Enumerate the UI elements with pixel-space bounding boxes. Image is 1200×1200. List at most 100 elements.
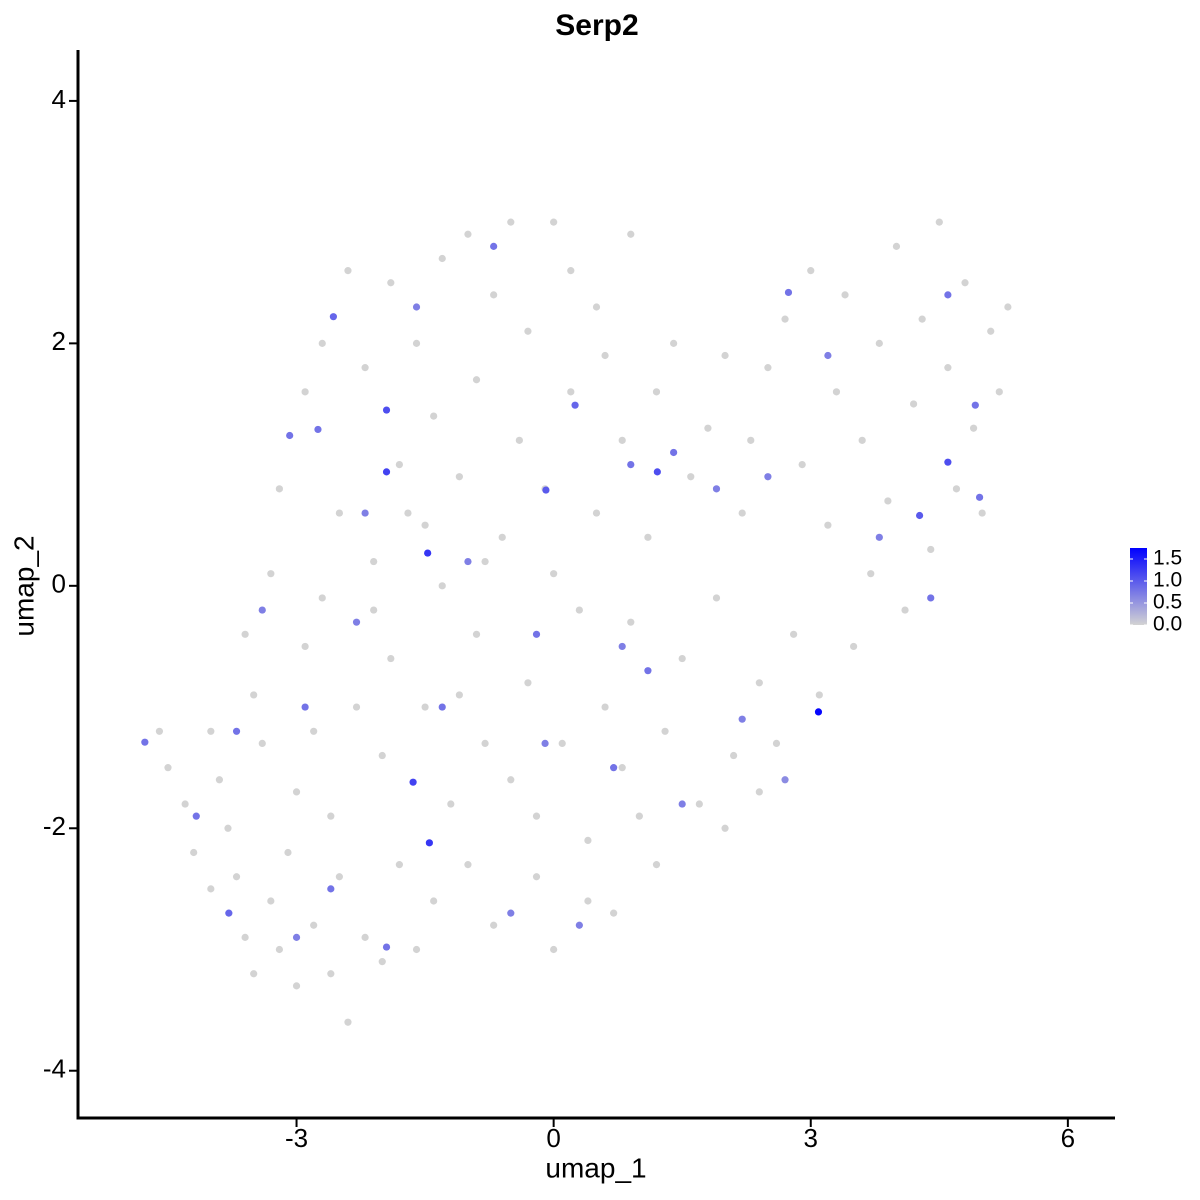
point bbox=[987, 327, 995, 335]
point bbox=[618, 642, 626, 651]
point bbox=[652, 388, 661, 396]
point bbox=[464, 230, 472, 238]
point bbox=[310, 921, 318, 929]
point bbox=[292, 933, 301, 941]
point bbox=[258, 739, 266, 748]
y-tick-label: 4 bbox=[52, 84, 66, 114]
point bbox=[567, 267, 575, 275]
colorbar-tick-label: 0.5 bbox=[1153, 591, 1182, 614]
point bbox=[225, 909, 233, 917]
point bbox=[250, 691, 258, 699]
point bbox=[695, 800, 703, 808]
point bbox=[721, 824, 729, 832]
point bbox=[747, 436, 755, 444]
point bbox=[275, 485, 284, 493]
point bbox=[318, 339, 326, 347]
point bbox=[704, 424, 712, 432]
point bbox=[935, 218, 943, 226]
point bbox=[764, 473, 772, 481]
point bbox=[755, 788, 763, 796]
point bbox=[490, 291, 498, 299]
point bbox=[592, 303, 601, 311]
point bbox=[215, 776, 224, 784]
point bbox=[335, 873, 343, 881]
point bbox=[652, 861, 661, 869]
point bbox=[395, 460, 403, 469]
point bbox=[772, 739, 781, 748]
point bbox=[232, 727, 241, 735]
colorbar-tick-label: 1.5 bbox=[1153, 547, 1182, 570]
point bbox=[472, 376, 481, 384]
point bbox=[618, 764, 626, 772]
point bbox=[610, 764, 618, 772]
point bbox=[550, 945, 558, 954]
point bbox=[532, 630, 541, 638]
point bbox=[532, 873, 541, 881]
point bbox=[627, 230, 635, 238]
point bbox=[327, 812, 335, 820]
point bbox=[670, 339, 678, 347]
point bbox=[601, 703, 609, 711]
point bbox=[507, 776, 515, 784]
y-tick-label: -4 bbox=[43, 1054, 66, 1084]
point bbox=[190, 848, 198, 857]
point bbox=[975, 493, 984, 501]
point bbox=[447, 800, 455, 808]
point bbox=[378, 958, 386, 966]
point bbox=[438, 254, 446, 263]
points bbox=[141, 218, 1012, 1026]
point bbox=[286, 431, 294, 440]
chart-title: Serp2 bbox=[555, 9, 638, 42]
y-tick-label: 2 bbox=[52, 326, 66, 356]
point bbox=[841, 291, 849, 299]
point bbox=[490, 921, 498, 929]
point bbox=[584, 897, 592, 905]
point bbox=[969, 424, 978, 432]
point bbox=[421, 521, 429, 529]
point bbox=[584, 836, 592, 844]
point bbox=[472, 630, 481, 638]
point bbox=[1004, 303, 1012, 311]
point bbox=[498, 533, 506, 541]
point bbox=[327, 885, 335, 893]
point bbox=[824, 521, 832, 529]
point bbox=[814, 708, 823, 716]
point bbox=[464, 557, 472, 566]
x-axis-title: umap_1 bbox=[545, 1152, 646, 1183]
point bbox=[404, 509, 412, 517]
point bbox=[335, 509, 343, 517]
x-tick-label: 0 bbox=[546, 1123, 560, 1153]
point bbox=[267, 570, 275, 578]
point bbox=[858, 436, 866, 444]
point bbox=[927, 594, 935, 602]
point bbox=[421, 703, 429, 711]
point bbox=[382, 468, 391, 476]
y-tick-label: -2 bbox=[43, 811, 66, 841]
point bbox=[412, 339, 421, 347]
point bbox=[232, 873, 241, 881]
point bbox=[370, 557, 378, 566]
point bbox=[438, 703, 446, 711]
point bbox=[915, 511, 924, 520]
point bbox=[292, 982, 301, 990]
point bbox=[464, 861, 472, 869]
point bbox=[755, 679, 763, 687]
x-tick-label: 3 bbox=[804, 1123, 818, 1153]
point bbox=[361, 509, 369, 517]
point bbox=[387, 279, 395, 287]
point bbox=[571, 401, 579, 409]
point bbox=[944, 458, 952, 466]
point bbox=[721, 351, 729, 360]
point bbox=[824, 351, 832, 360]
point bbox=[712, 485, 721, 493]
point bbox=[670, 448, 678, 457]
point bbox=[344, 1018, 352, 1026]
point bbox=[541, 739, 549, 748]
point bbox=[327, 970, 335, 978]
colorbar-tick-label: 1.0 bbox=[1153, 569, 1182, 592]
point bbox=[382, 943, 391, 951]
x-tick-label: -3 bbox=[285, 1123, 308, 1153]
point bbox=[592, 509, 601, 517]
point bbox=[275, 945, 284, 954]
